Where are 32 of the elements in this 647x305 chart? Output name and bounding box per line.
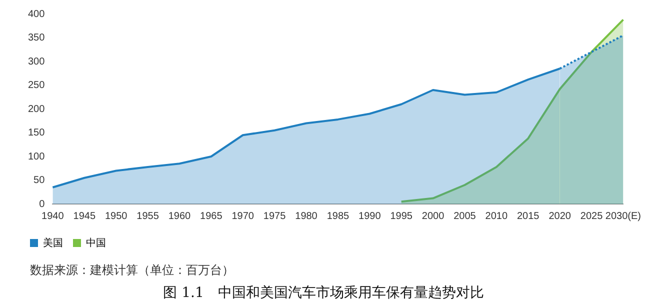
x-tick-label: 1960 [168,210,192,222]
source-note: 数据来源：建模计算（单位：百万台） [30,262,234,279]
x-tick-label: 1950 [104,210,128,222]
x-tick-label: 1975 [263,210,286,222]
x-tick-label: 1955 [136,210,160,222]
legend-label: 中国 [86,236,106,249]
y-tick-label: 150 [28,128,46,138]
x-tick-label: 1940 [42,210,64,222]
x-tick-label: 1945 [73,210,96,222]
y-tick-label: 350 [28,32,46,44]
x-tick-label: 1985 [326,210,350,222]
x-tick-label: 2000 [422,210,445,222]
x-tick-label: 2010 [485,210,508,222]
y-tick-label: 0 [39,198,46,210]
y-tick-label: 250 [28,80,46,91]
x-tick-label: 1995 [390,210,413,222]
y-tick-label: 300 [28,56,46,68]
y-tick-label: 50 [34,175,46,186]
x-tick-label: 1980 [295,210,318,222]
x-tick-label: 2015 [517,210,540,222]
y-tick-label: 200 [28,104,46,115]
text: 图 1.1 中国和美国汽车市场乘用车保有量趋势对比 [162,284,485,302]
legend-label: 美国 [43,236,63,249]
y-tick-label: 100 [28,151,46,162]
x-tick-label: 2025 [580,210,604,222]
x-tick-label: 1990 [358,210,382,222]
x-tick-label: 2030(E) [605,210,641,222]
x-tick-label: 1970 [232,210,254,222]
x-tick-label: 1965 [200,210,223,222]
y-tick-label: 400 [28,8,46,20]
x-tick-label: 2020 [548,210,572,222]
x-tick-label: 2005 [454,210,476,222]
